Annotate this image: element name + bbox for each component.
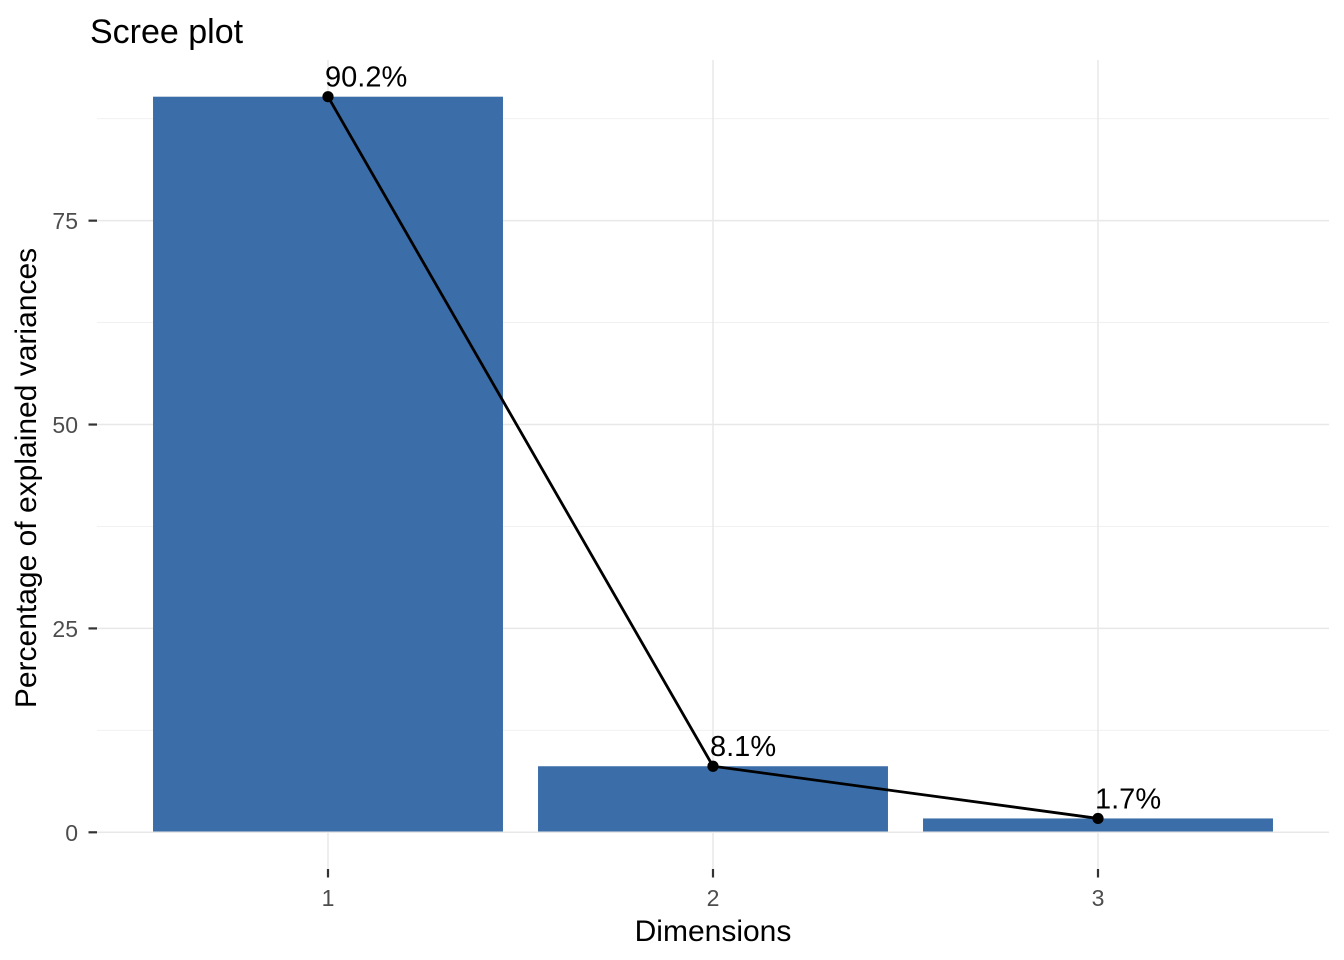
scree-point-3 [1092,812,1104,825]
bar-dim-2 [538,766,888,832]
x-axis-title: Dimensions [635,915,792,948]
y-tick-label: 50 [52,412,78,438]
x-tick-label: 3 [1092,885,1105,911]
variance-bars [153,96,1273,832]
x-tick-label: 2 [707,885,720,911]
y-tick-label: 0 [65,820,78,846]
value-label-2: 8.1% [710,731,776,763]
plot-title: Scree plot [90,13,244,51]
x-tick-label: 1 [322,885,335,911]
value-label-3: 1.7% [1095,783,1161,815]
variance-points [322,91,1104,825]
axis-tick-labels: 1 2 3 0 25 50 75 [52,208,1104,911]
bar-dim-3 [923,818,1273,832]
axis-tick-marks [88,219,1100,878]
bar-dim-1 [153,96,503,832]
value-label-1: 90.2% [325,62,407,94]
y-tick-label: 25 [52,616,78,642]
y-axis-title: Percentage of explained variances [10,248,43,708]
y-tick-label: 75 [52,208,78,234]
scree-point-2 [707,760,719,772]
scree-point-1 [322,91,334,103]
value-labels: 90.2% 8.1% 1.7% [325,62,1161,816]
